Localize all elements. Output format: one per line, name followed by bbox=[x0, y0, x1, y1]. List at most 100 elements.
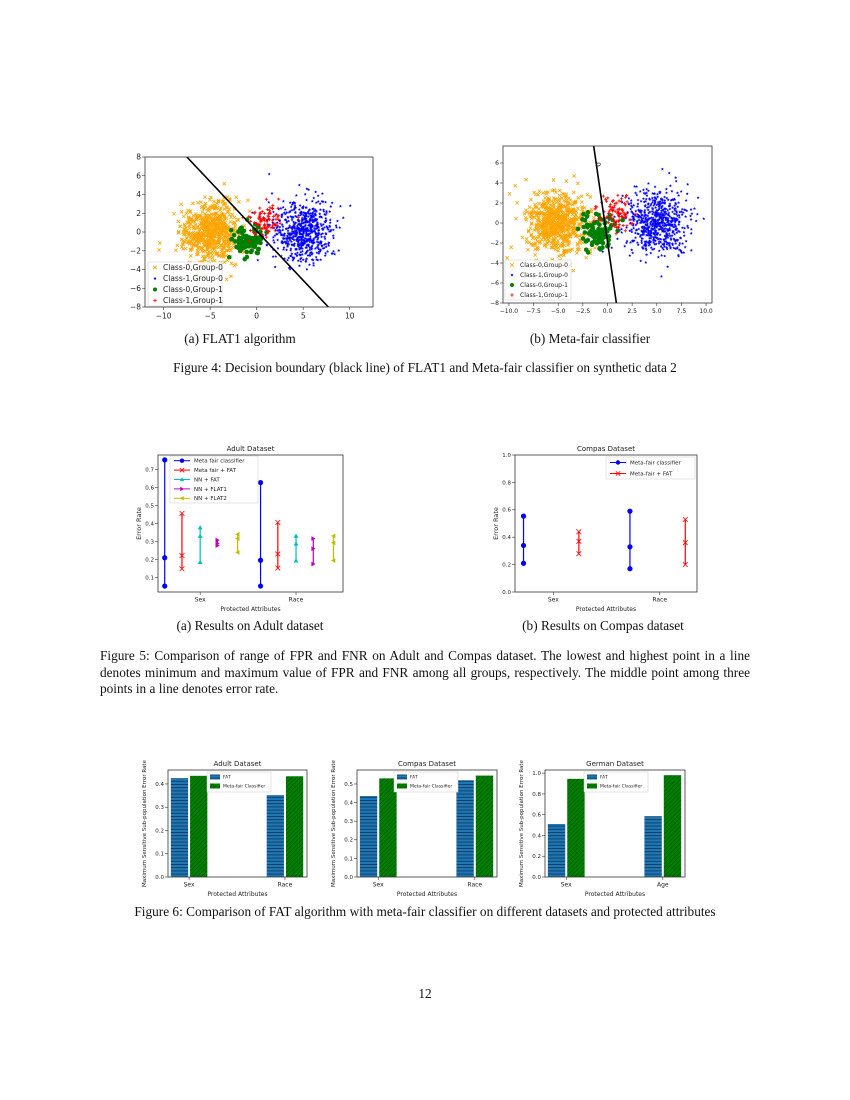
scatter-point bbox=[592, 234, 598, 240]
scatter-point bbox=[660, 198, 664, 202]
scatter-point bbox=[663, 229, 667, 233]
scatter-point bbox=[574, 209, 579, 214]
scatter-point bbox=[663, 254, 667, 258]
scatter-point bbox=[305, 267, 309, 271]
scatter-point bbox=[271, 210, 275, 214]
scatter-point bbox=[322, 209, 326, 213]
scatter-point bbox=[634, 209, 638, 213]
scatter-point bbox=[632, 215, 636, 219]
scatter-point bbox=[677, 201, 681, 204]
scatter-point bbox=[648, 233, 652, 237]
scatter-point bbox=[657, 249, 661, 253]
scatter-point bbox=[632, 217, 636, 221]
scatter-point bbox=[332, 236, 336, 240]
scatter-point bbox=[282, 211, 286, 215]
data-point bbox=[311, 561, 316, 567]
scatter-point bbox=[659, 274, 663, 278]
scatter-point bbox=[267, 172, 271, 176]
scatter-point bbox=[615, 237, 619, 241]
x-axis-label: Protected Attributes bbox=[220, 606, 280, 613]
scatter-point bbox=[209, 215, 213, 220]
legend-label: Class-0,Group-0 bbox=[163, 263, 223, 272]
scatter-point bbox=[282, 236, 286, 240]
scatter-point bbox=[658, 202, 662, 206]
scatter-point bbox=[551, 178, 556, 182]
data-point bbox=[235, 536, 240, 542]
x-tick-label: 7.5 bbox=[677, 308, 687, 315]
scatter-point bbox=[545, 217, 549, 222]
legend-marker bbox=[510, 283, 514, 287]
scatter-point bbox=[573, 200, 578, 205]
data-point bbox=[235, 549, 240, 555]
scatter-point bbox=[271, 254, 275, 258]
scatter-point bbox=[624, 193, 629, 197]
scatter-point bbox=[535, 213, 539, 218]
scatter-point bbox=[293, 211, 297, 215]
scatter-point bbox=[650, 196, 654, 200]
scatter-point bbox=[327, 241, 331, 245]
scatter-point bbox=[673, 232, 677, 236]
scatter-point bbox=[295, 232, 299, 236]
scatter-point bbox=[311, 258, 315, 262]
scatter-point bbox=[680, 226, 684, 230]
data-point bbox=[293, 558, 299, 563]
data-point bbox=[257, 557, 264, 563]
scatter-point bbox=[637, 218, 641, 222]
scatter-point bbox=[661, 223, 665, 227]
scatter-point bbox=[667, 204, 671, 208]
data-point bbox=[162, 583, 168, 589]
scatter-point bbox=[657, 223, 661, 227]
scatter-point bbox=[654, 223, 658, 227]
scatter-point bbox=[678, 241, 682, 245]
scatter-point bbox=[549, 245, 554, 249]
scatter-point bbox=[549, 203, 553, 207]
scatter-point bbox=[593, 245, 597, 250]
scatter-point bbox=[314, 235, 318, 239]
scatter-point bbox=[611, 224, 615, 228]
scatter-point bbox=[184, 211, 189, 216]
scatter-point bbox=[289, 248, 293, 252]
scatter-point bbox=[301, 232, 305, 236]
y-axis-label: Error Rate bbox=[135, 507, 143, 540]
scatter-point bbox=[310, 252, 314, 256]
scatter-point bbox=[312, 196, 316, 200]
chart-title: Adult Dataset bbox=[227, 445, 275, 453]
scatter-point bbox=[265, 207, 269, 212]
scatter-point bbox=[608, 215, 613, 220]
scatter-point bbox=[549, 230, 554, 235]
scatter-point bbox=[628, 218, 632, 222]
scatter-point bbox=[294, 205, 298, 209]
scatter-point bbox=[312, 240, 316, 244]
scatter-point bbox=[285, 219, 289, 223]
scatter-point bbox=[555, 227, 560, 231]
scatter-point bbox=[654, 215, 658, 218]
legend-marker bbox=[510, 293, 514, 297]
scatter-point bbox=[314, 190, 318, 194]
scatter-point bbox=[309, 218, 313, 222]
scatter-point bbox=[195, 224, 200, 229]
scatter-point bbox=[550, 225, 555, 230]
scatter-point bbox=[580, 207, 584, 211]
scatter-point bbox=[599, 219, 603, 223]
scatter-point bbox=[673, 239, 677, 243]
data-point bbox=[520, 542, 527, 549]
scatter-point bbox=[214, 211, 219, 216]
scatter-point bbox=[621, 194, 625, 198]
legend-marker bbox=[179, 458, 185, 463]
scatter-point bbox=[632, 226, 636, 230]
scatter-point bbox=[276, 225, 280, 229]
scatter-point bbox=[314, 201, 318, 204]
scatter-point bbox=[289, 254, 293, 258]
scatter-point bbox=[665, 196, 669, 200]
scatter-point bbox=[301, 218, 305, 222]
scatter-point bbox=[205, 247, 210, 252]
scatter-point bbox=[662, 224, 666, 228]
series-class-1-group-0 bbox=[250, 172, 352, 271]
scatter-point bbox=[290, 202, 294, 206]
scatter-point bbox=[274, 254, 278, 258]
scatter-point bbox=[313, 212, 317, 216]
scatter-point bbox=[259, 220, 263, 224]
scatter-point bbox=[225, 240, 230, 244]
scatter-point bbox=[296, 259, 300, 263]
scatter-point bbox=[275, 223, 279, 228]
